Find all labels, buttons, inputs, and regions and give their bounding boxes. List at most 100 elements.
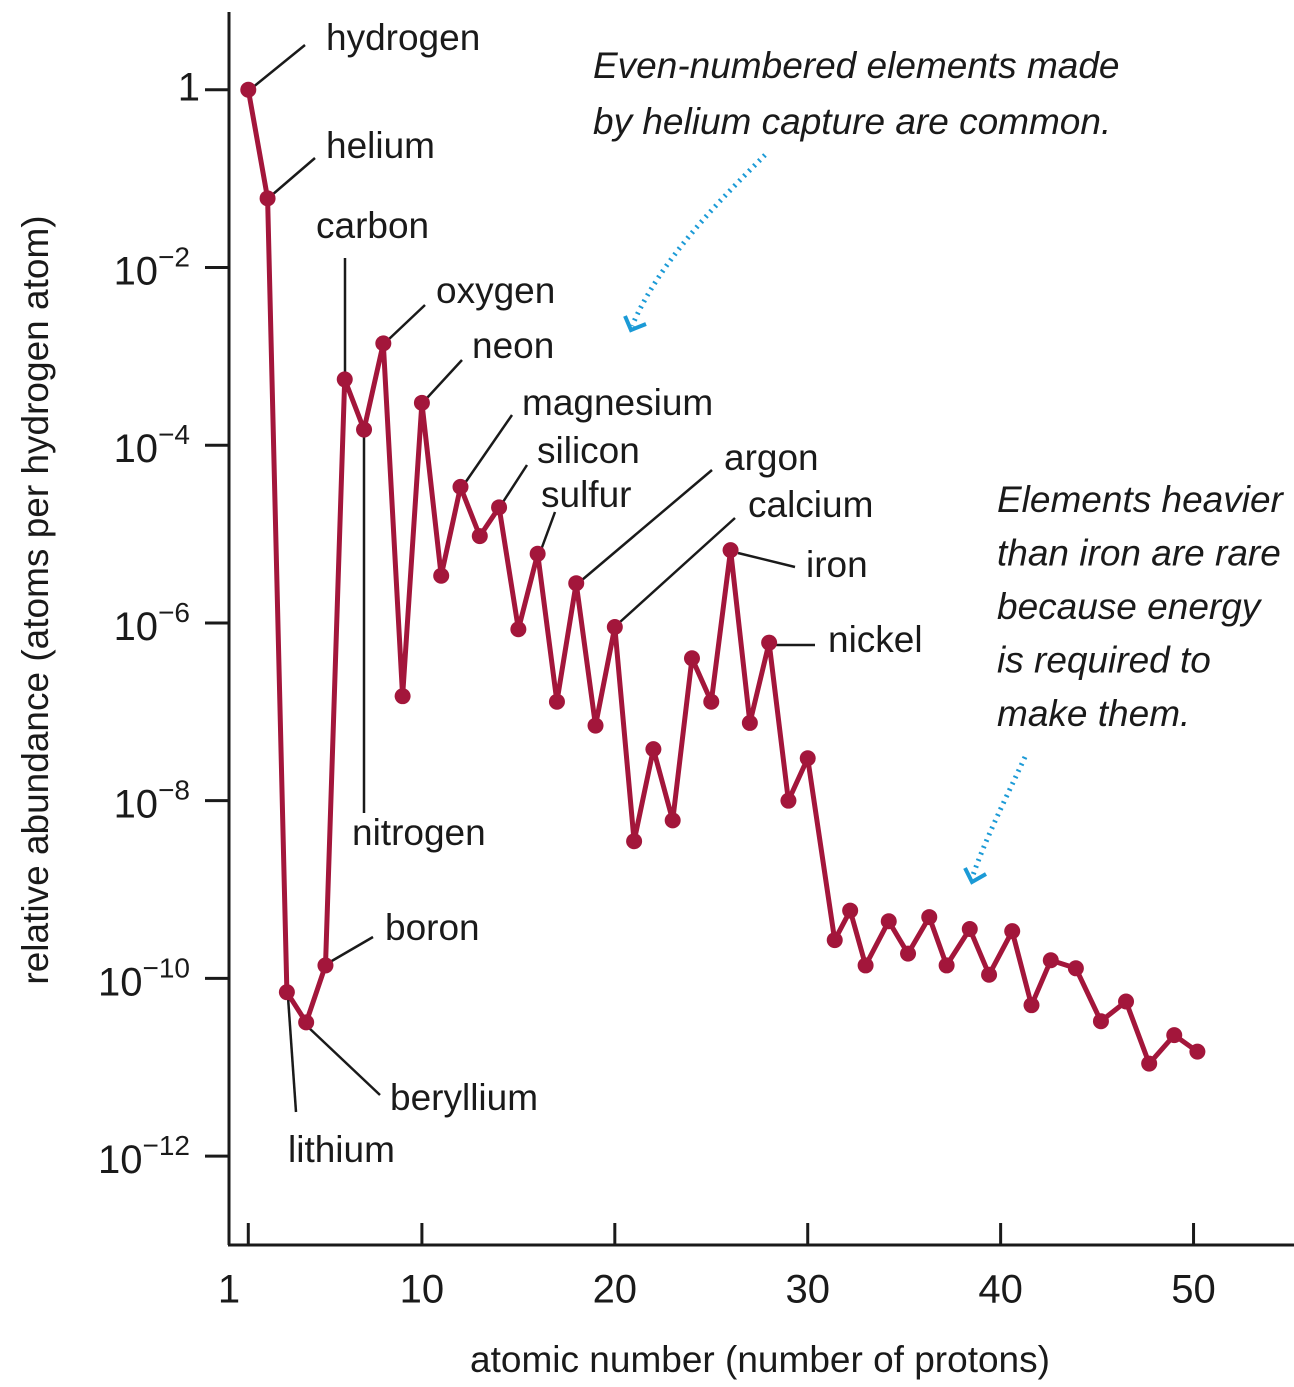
data-point	[298, 1014, 315, 1031]
data-point	[336, 371, 353, 388]
element-label: nickel	[828, 619, 923, 660]
callout-text: is required to	[997, 639, 1211, 680]
data-point	[780, 792, 797, 809]
y-tick-label: 10−12	[98, 1131, 190, 1182]
data-point	[278, 984, 295, 1001]
data-point	[356, 421, 373, 438]
leader-line	[463, 414, 514, 484]
data-point	[645, 741, 662, 758]
element-label: argon	[724, 437, 819, 478]
y-tick-exponent: −8	[158, 775, 190, 806]
data-point	[703, 693, 720, 710]
data-point	[1067, 960, 1084, 977]
data-point	[722, 542, 739, 559]
element-label: carbon	[316, 205, 429, 246]
element-label: silicon	[537, 430, 640, 471]
element-label: hydrogen	[326, 17, 480, 58]
data-point	[1004, 923, 1021, 940]
data-point	[510, 621, 527, 638]
callout-text: Even-numbered elements made	[593, 45, 1120, 86]
y-axis-label: relative abundance (atoms per hydrogen a…	[15, 215, 56, 984]
data-point	[587, 717, 604, 734]
data-point	[375, 335, 392, 352]
x-tick-label: 1	[218, 1268, 240, 1312]
data-point	[452, 478, 469, 495]
x-tick-label: 30	[785, 1268, 830, 1312]
x-tick-label: 10	[400, 1268, 445, 1312]
data-point	[741, 714, 758, 731]
element-label: nitrogen	[352, 812, 486, 853]
callout-text: because energy	[997, 586, 1263, 627]
leader-line	[387, 304, 426, 341]
y-tick-exponent: −4	[158, 420, 190, 451]
element-label: helium	[326, 125, 435, 166]
element-label: lithium	[288, 1129, 395, 1170]
y-tick-label: 10−6	[114, 597, 190, 648]
leader-line	[619, 517, 736, 623]
data-point	[433, 567, 450, 584]
x-tick-label: 40	[978, 1268, 1023, 1312]
data-point	[1023, 997, 1040, 1014]
x-axis-label: atomic number (number of protons)	[470, 1339, 1050, 1380]
y-tick-base: 10	[114, 605, 159, 649]
element-label: sulfur	[541, 474, 631, 515]
element-label: beryllium	[390, 1077, 538, 1118]
data-point	[413, 394, 430, 411]
data-point	[1189, 1043, 1206, 1060]
data-point	[761, 634, 778, 651]
leader-line	[581, 469, 713, 581]
data-point	[826, 932, 843, 949]
data-point	[1118, 993, 1135, 1010]
leader-line	[307, 1026, 381, 1096]
data-point	[961, 920, 978, 937]
callout-text: by helium capture are common.	[593, 101, 1111, 142]
data-point	[1141, 1055, 1158, 1072]
leader-line	[539, 511, 557, 551]
data-point	[938, 957, 955, 974]
leader-line	[501, 464, 529, 503]
leader-line	[426, 359, 463, 399]
data-point	[548, 693, 565, 710]
y-tick-exponent: −10	[143, 953, 191, 984]
data-point	[664, 812, 681, 829]
data-point	[1092, 1013, 1109, 1030]
callout-text: make them.	[997, 693, 1190, 734]
data-point	[394, 688, 411, 705]
y-tick-label: 1	[178, 65, 200, 109]
y-tick-label: 10−10	[98, 953, 190, 1004]
y-tick-base: 10	[114, 249, 159, 293]
y-tick-base: 10	[114, 782, 159, 826]
callout-text: than iron are rare	[997, 532, 1281, 573]
element-label: oxygen	[436, 270, 555, 311]
data-point	[1166, 1027, 1183, 1044]
data-point	[568, 575, 585, 592]
y-tick-label: 10−4	[114, 420, 190, 471]
callout-arrow	[969, 755, 1028, 879]
leader-line	[271, 157, 316, 196]
data-point	[259, 190, 276, 207]
data-point	[683, 650, 700, 667]
leader-line	[251, 44, 306, 89]
leader-line	[737, 551, 796, 569]
y-tick-label: 10−2	[114, 242, 190, 293]
data-point	[921, 909, 938, 926]
y-tick-base: 10	[98, 1138, 143, 1182]
data-line	[245, 89, 1199, 1067]
data-point	[981, 966, 998, 983]
y-tick-exponent: −6	[158, 597, 190, 628]
callout-text: Elements heavier	[997, 479, 1285, 520]
callout-arrowhead	[623, 315, 647, 333]
callout-arrow	[629, 153, 767, 327]
x-tick-label: 50	[1171, 1268, 1216, 1312]
data-point	[799, 750, 816, 767]
data-point	[900, 945, 917, 962]
data-point	[626, 833, 643, 850]
x-tick-label: 20	[593, 1268, 638, 1312]
data-point	[317, 957, 334, 974]
element-label: calcium	[748, 484, 873, 525]
callout-arrowhead	[963, 867, 987, 885]
element-label: magnesium	[522, 382, 713, 423]
data-point	[529, 545, 546, 562]
data-point	[857, 957, 874, 974]
